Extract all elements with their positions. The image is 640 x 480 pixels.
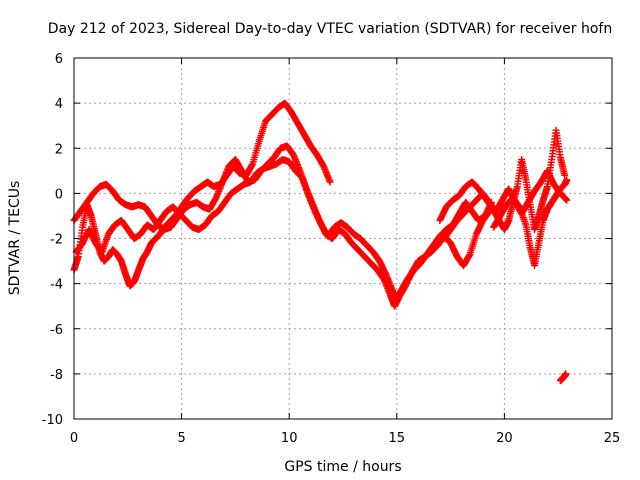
- y-axis-label: SDTVAR / TECUs: [7, 181, 23, 296]
- x-tick-label: 25: [604, 431, 621, 446]
- y-tick-label: -6: [50, 323, 63, 338]
- x-tick-label: 15: [389, 431, 406, 446]
- y-tick-label: 6: [55, 52, 63, 67]
- y-tick-label: -4: [50, 278, 63, 293]
- data-point-marker: [562, 370, 570, 378]
- y-tick-label: 0: [55, 187, 63, 202]
- x-tick-label: 10: [281, 431, 298, 446]
- data-points: [70, 99, 571, 385]
- grid-lines: [74, 58, 612, 419]
- x-tick-label: 5: [177, 431, 185, 446]
- series-track-f: [440, 167, 571, 242]
- x-axis-label: GPS time / hours: [284, 459, 401, 475]
- x-tick-label: 0: [70, 431, 78, 446]
- y-tick-label: 4: [55, 97, 63, 112]
- data-point-marker: [563, 196, 571, 204]
- data-point-marker: [561, 171, 569, 179]
- y-tick-label: -8: [50, 368, 63, 383]
- y-tick-label: 2: [55, 142, 63, 157]
- y-axis-ticks: -10 -8 -6 -4 -2 0 2 4 6: [42, 52, 612, 428]
- y-tick-label: -2: [50, 233, 63, 248]
- y-tick-label: -10: [42, 413, 63, 428]
- series-track-g: [556, 370, 570, 385]
- data-point-marker: [563, 176, 571, 184]
- series-track-a: [70, 99, 334, 290]
- series-track-b: [70, 142, 493, 310]
- x-tick-label: 20: [496, 431, 513, 446]
- data-point-marker: [326, 178, 334, 186]
- x-axis-ticks: 0 5 10 15 20 25: [70, 58, 620, 446]
- chart-title: Day 212 of 2023, Sidereal Day-to-day VTE…: [48, 21, 612, 37]
